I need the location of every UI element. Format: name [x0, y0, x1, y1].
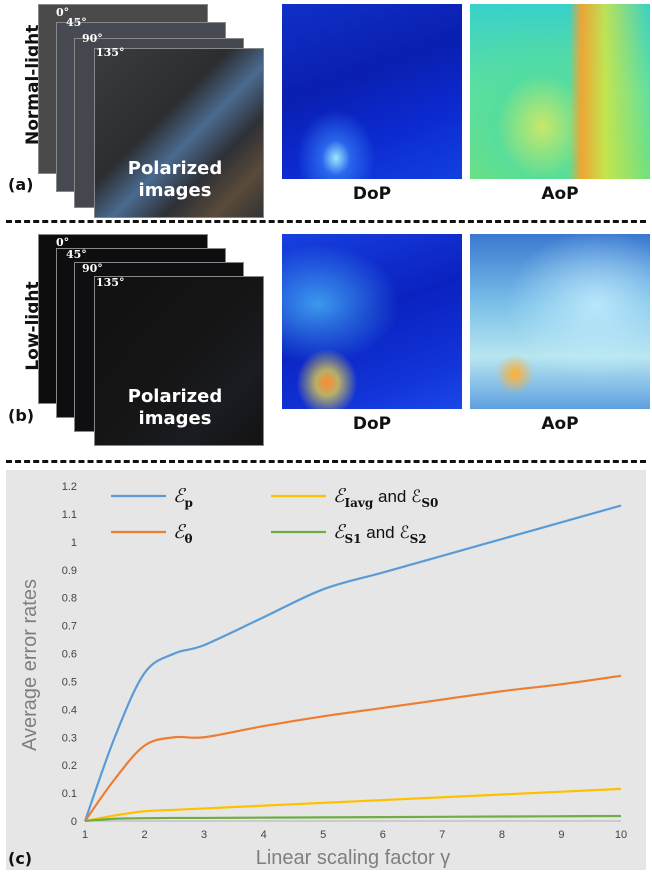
error-rate-chart: 0 0.1 0.2 0.3 0.4 0.5 0.6 0.7 0.8 0.9 1 1.1 1.2 1 2 3 4…	[6, 470, 646, 870]
x-axis-label: Linear scaling factor γ	[256, 847, 451, 869]
y-tick-labels: 0 0.1 0.2 0.3 0.4 0.5 0.6 0.7 0.8 0.9 1 1.1 1.2	[62, 481, 77, 828]
angle-label-135: 135°	[96, 46, 125, 59]
series-line-1	[84, 674, 622, 822]
y-axis-label: Average error rates	[19, 579, 41, 751]
x-tick-label: 6	[380, 829, 386, 841]
legend-entry-2: ℰIavg and ℰS0	[333, 485, 438, 510]
dop-image-low	[282, 234, 462, 409]
x-tick-labels: 1 2 3 4 5 6 7 8 9 10	[82, 829, 627, 841]
angle-label-135: 135°	[96, 276, 125, 289]
series-line-0	[83, 504, 622, 822]
angle-label-45: 45°	[66, 16, 87, 29]
chart-background	[6, 470, 646, 870]
y-tick-label: 1.2	[62, 481, 77, 493]
panel-letter-a: (a)	[8, 175, 34, 194]
chart-legend: ℰp ℰθ ℰIavg and ℰS0 ℰS1 and ℰS2	[111, 485, 438, 546]
polarized-caption-line1: Polarized	[127, 158, 223, 179]
series-line-2	[84, 787, 622, 823]
x-tick-label: 1	[82, 829, 88, 841]
angle-label-90: 90°	[82, 262, 103, 275]
y-tick-label: 0.9	[62, 565, 77, 577]
aop-image-normal	[470, 4, 650, 179]
x-tick-label: 2	[141, 829, 147, 841]
angle-label-45: 45°	[66, 248, 87, 261]
legend-entry-0: ℰp	[173, 485, 193, 510]
y-tick-label: 0.3	[62, 732, 77, 744]
polarized-caption-line1: Polarized	[127, 386, 223, 407]
polarized-caption-line2: images	[138, 180, 212, 201]
y-tick-label: 0.2	[62, 760, 77, 772]
angle-label-0: 0°	[56, 6, 70, 19]
polarized-images-caption-normal: Polarized images	[110, 158, 240, 202]
legend-entry-1: ℰθ	[173, 521, 193, 546]
y-tick-label: 1.1	[62, 509, 77, 521]
dop-caption-low: DoP	[352, 414, 392, 434]
x-tick-label: 8	[499, 829, 505, 841]
divider-bc	[6, 460, 646, 463]
x-tick-label: 7	[439, 829, 445, 841]
x-tick-label: 9	[558, 829, 564, 841]
aop-caption-normal: AoP	[541, 184, 579, 204]
aop-image-low	[470, 234, 650, 409]
x-tick-label: 4	[261, 829, 267, 841]
dop-image-normal	[282, 4, 462, 179]
y-tick-label: 0	[71, 816, 77, 828]
x-tick-label: 5	[320, 829, 326, 841]
y-tick-label: 0.5	[62, 676, 77, 688]
y-tick-label: 0.8	[62, 593, 77, 605]
series-line-3	[84, 814, 622, 823]
polarized-frame-135	[94, 276, 264, 446]
y-tick-label: 0.6	[62, 649, 77, 661]
angle-label-0: 0°	[56, 236, 70, 249]
polarized-images-caption-low: Polarized images	[110, 386, 240, 430]
y-tick-label: 0.1	[62, 788, 77, 800]
x-tick-label: 10	[615, 829, 627, 841]
angle-label-90: 90°	[82, 32, 103, 45]
panel-letter-c: (c)	[8, 849, 32, 868]
y-tick-label: 0.7	[62, 621, 77, 633]
aop-caption-low: AoP	[541, 414, 579, 434]
divider-ab	[6, 220, 646, 223]
y-tick-label: 0.4	[62, 704, 77, 716]
legend-entry-3: ℰS1 and ℰS2	[333, 521, 427, 546]
series-lines	[83, 504, 622, 823]
y-tick-label: 1	[71, 537, 77, 549]
dop-caption-normal: DoP	[352, 184, 392, 204]
x-tick-label: 3	[201, 829, 207, 841]
polarized-frame-135	[94, 48, 264, 218]
polarized-caption-line2: images	[138, 408, 212, 429]
panel-letter-b: (b)	[8, 406, 35, 425]
